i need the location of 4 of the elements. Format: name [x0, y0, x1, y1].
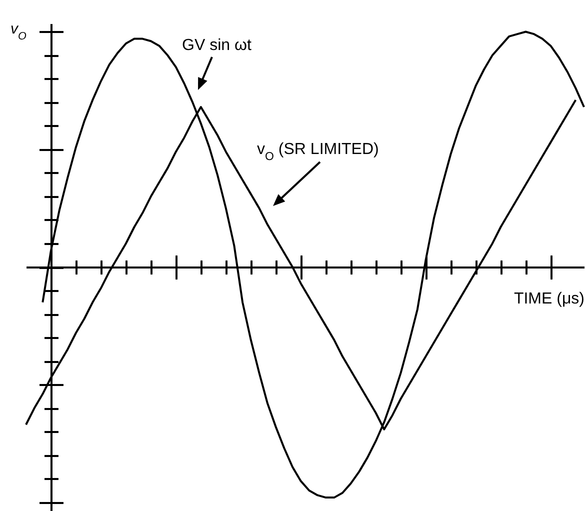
series-label: GV sin ωt	[182, 37, 252, 54]
y-axis-title: v$_{O}$	[10, 20, 27, 42]
series-label: v$_{O}$ (SR LIMITED)	[257, 141, 379, 163]
x-axis-title: TIME (μs)	[514, 290, 584, 308]
